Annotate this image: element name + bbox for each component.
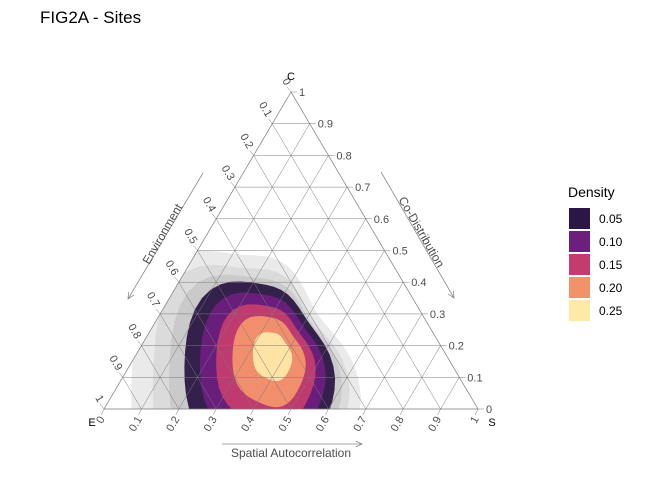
tick-label-right: 0 (486, 404, 492, 416)
legend-swatch (569, 300, 590, 321)
vertex-label-c: C (287, 71, 295, 83)
tick-mark-bottom (362, 408, 367, 416)
grid-line-s (215, 186, 348, 410)
grid-line-e (197, 250, 292, 410)
legend: Density 0.05 0.10 0.15 0.20 0.25 (568, 184, 623, 321)
grid-line-e (159, 313, 217, 410)
tick-mark-bottom (100, 408, 105, 416)
chart-title: FIG2A - Sites (40, 8, 141, 27)
tick-label-right: 0.3 (430, 309, 445, 321)
tick-mark-bottom (287, 408, 292, 416)
tick-label-bottom: 0 (94, 415, 107, 426)
vertex-label-s: S (488, 417, 495, 429)
grid-line-e (122, 377, 142, 410)
legend-title: Density (568, 184, 615, 200)
tick-label-left: 0.3 (219, 163, 237, 182)
tick-mark-bottom (325, 408, 329, 416)
tick-label-right: 0.5 (393, 246, 408, 258)
bottom-axis-label: Spatial Autocorrelation (231, 446, 351, 460)
grid-line-s (365, 313, 423, 410)
grid-line-e (234, 186, 367, 410)
tick-label-left: 0.1 (256, 100, 274, 119)
bottom-axis-arrow-head (355, 440, 363, 448)
legend-label: 0.10 (599, 235, 623, 249)
right-axis-arrow (380, 171, 455, 299)
tick-label-bottom: 0.4 (239, 415, 257, 434)
tick-label-left: 0 (279, 76, 292, 87)
tick-mark-left (137, 340, 142, 346)
legend-swatch (569, 277, 590, 298)
tick-label-right: 0.2 (449, 341, 464, 353)
tick-label-right: 0.9 (318, 119, 333, 131)
legend-swatch (569, 208, 590, 229)
tick-label-bottom: 0.5 (277, 415, 295, 434)
legend-label: 0.25 (599, 304, 623, 318)
legend-label: 0.20 (599, 281, 623, 295)
tick-label-bottom: 0.6 (314, 415, 332, 434)
left-axis-label: Environment (140, 201, 186, 267)
legend-label: 0.05 (599, 212, 623, 226)
tick-label-right: 0.8 (336, 150, 351, 162)
tick-mark-left (118, 372, 123, 378)
grid-line-s (141, 123, 310, 410)
tick-label-left: 0.7 (144, 290, 162, 309)
tick-label-bottom: 0.8 (389, 415, 407, 434)
grid-line-e (178, 282, 254, 410)
tick-mark-left (99, 403, 105, 410)
tick-label-bottom: 1 (468, 415, 481, 426)
tick-mark-bottom (474, 408, 479, 416)
legend-swatch (569, 254, 590, 275)
tick-label-left: 1 (92, 393, 105, 404)
legend-label: 0.15 (599, 258, 623, 272)
legend-swatch (569, 231, 590, 252)
right-axis-arrow-head (447, 290, 455, 299)
axis-arrows (127, 171, 455, 448)
grid-line-s (290, 250, 385, 410)
tick-mark-bottom (437, 408, 441, 416)
tick-label-left: 0.2 (237, 132, 255, 151)
tick-label-bottom: 0.3 (202, 415, 220, 434)
tick-mark-bottom (212, 408, 217, 416)
tick-mark-bottom (175, 408, 180, 416)
grid-line-e (141, 345, 180, 410)
grid-line-s (328, 282, 404, 410)
tick-label-left: 0.5 (181, 227, 199, 246)
tick-label-right: 1 (299, 87, 305, 99)
tick-mark-left (155, 308, 161, 315)
density-contour-0.25 (252, 332, 293, 382)
tick-label-right: 0.7 (355, 182, 370, 194)
right-axis-label: Co-Distribution (396, 194, 448, 270)
left-axis-arrow-head (127, 291, 135, 300)
tick-label-left: 0.8 (125, 322, 143, 341)
tick-mark-left (193, 245, 198, 251)
tick-mark-bottom (138, 408, 142, 416)
tick-mark-left (286, 86, 292, 93)
tick-label-left: 0.4 (200, 195, 218, 214)
tick-label-bottom: 0.9 (426, 415, 444, 434)
tick-mark-left (268, 118, 273, 124)
grid-line-s (402, 345, 441, 410)
tick-mark-left (212, 213, 217, 219)
grid-line-s (440, 377, 460, 410)
tick-label-bottom: 0.1 (127, 415, 145, 434)
vertex-label-e: E (88, 417, 95, 429)
tick-mark-left (230, 181, 236, 188)
tick-label-right: 0.1 (467, 372, 482, 384)
tick-label-bottom: 0.7 (351, 415, 369, 434)
tick-mark-left (174, 277, 179, 283)
tick-mark-left (249, 150, 254, 156)
tick-mark-bottom (399, 408, 404, 416)
grid-line-e (272, 123, 441, 410)
tick-label-bottom: 0.2 (164, 415, 182, 434)
tick-label-right: 0.6 (374, 214, 389, 226)
tick-label-left: 0.9 (106, 354, 124, 373)
left-axis-arrow (127, 172, 204, 300)
tick-mark-bottom (250, 408, 254, 416)
tick-label-left: 0.6 (163, 258, 181, 277)
tick-label-right: 0.4 (411, 277, 426, 289)
